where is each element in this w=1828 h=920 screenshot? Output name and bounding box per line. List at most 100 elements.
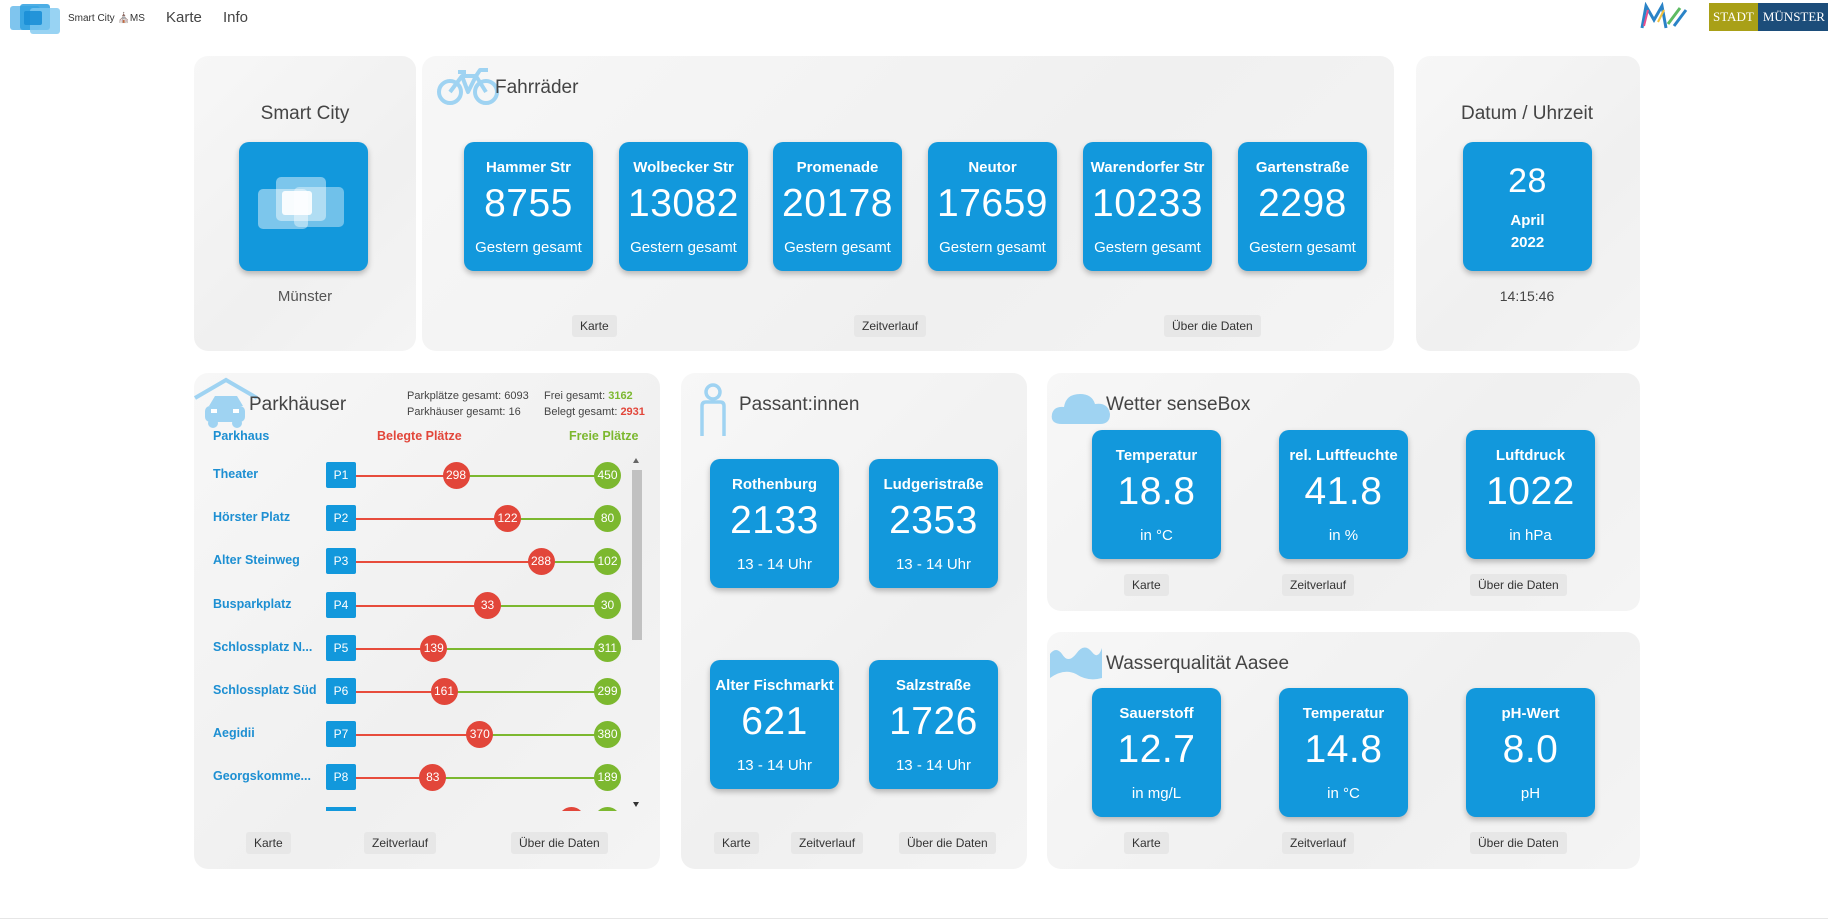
parking-houses-label: Parkhäuser gesamt: bbox=[407, 406, 506, 418]
parking-map-button[interactable]: Karte bbox=[246, 832, 291, 854]
parking-occupied-count: 83 bbox=[419, 764, 447, 792]
parking-name-link[interactable]: Busparkplatz bbox=[213, 596, 292, 611]
parking-name-link[interactable]: Alter Steinweg bbox=[213, 553, 300, 568]
nav-link-karte[interactable]: Karte bbox=[166, 9, 202, 26]
parking-badge: P6 bbox=[326, 678, 356, 704]
parking-free-bar bbox=[479, 734, 606, 737]
parking-name-link[interactable]: Aegidii bbox=[213, 726, 255, 741]
water-wave-icon bbox=[1048, 640, 1104, 682]
weather-timeline-button[interactable]: Zeitverlauf bbox=[1282, 574, 1355, 596]
parking-total-spaces: Parkplätze gesamt: 6093 bbox=[407, 390, 529, 402]
pedestrians-timeline-button[interactable]: Zeitverlauf bbox=[791, 832, 864, 854]
weather-sensor-tile[interactable]: rel. Luftfeuchte 41.8 in % bbox=[1279, 430, 1408, 559]
bicycles-about-data-button[interactable]: Über die Daten bbox=[1164, 315, 1261, 337]
bicycle-counter-tile[interactable]: Neutor 17659 Gestern gesamt bbox=[928, 142, 1057, 271]
weather-sensor-tile[interactable]: Luftdruck 1022 in hPa bbox=[1466, 430, 1595, 559]
parking-badge: P5 bbox=[326, 634, 356, 661]
parking-occupied-bar bbox=[356, 734, 480, 737]
parking-badge: P8 bbox=[326, 764, 356, 791]
bicycle-counter-unit: Gestern gesamt bbox=[939, 239, 1046, 256]
bicycle-counter-tile[interactable]: Wolbecker Str 13082 Gestern gesamt bbox=[619, 142, 748, 271]
smart-city-logo-icon[interactable] bbox=[8, 2, 62, 36]
parking-occupied-count: 288 bbox=[527, 548, 555, 576]
parking-free-count: 299 bbox=[594, 678, 621, 705]
parking-free-bar bbox=[455, 475, 606, 477]
cloud-icon bbox=[1050, 384, 1112, 428]
pedestrian-counter-value: 2133 bbox=[730, 499, 819, 542]
parking-occupied-count: 122 bbox=[494, 505, 521, 533]
bicycle-counter-value: 17659 bbox=[937, 182, 1048, 225]
bicycle-counter-tile[interactable]: Promenade 20178 Gestern gesamt bbox=[773, 142, 902, 271]
parking-occupied-label: Belegt gesamt: bbox=[544, 406, 618, 418]
bicycle-counter-unit: Gestern gesamt bbox=[475, 239, 582, 256]
parking-free-count: 80 bbox=[594, 505, 621, 533]
parking-occupied-count: 370 bbox=[466, 721, 494, 749]
parking-occupied-count: 298 bbox=[442, 462, 470, 489]
bicycle-counter-value: 10233 bbox=[1092, 182, 1203, 225]
parking-column-free: Freie Plätze bbox=[569, 429, 639, 443]
parking-name-link[interactable]: Schlossplatz Süd bbox=[213, 683, 317, 697]
bicycles-map-button[interactable]: Karte bbox=[572, 315, 617, 337]
weather-sensor-tile[interactable]: Temperatur 18.8 in °C bbox=[1092, 430, 1221, 559]
bicycle-counter-tile[interactable]: Hammer Str 8755 Gestern gesamt bbox=[464, 142, 593, 271]
bicycle-counter-label: Warendorfer Str bbox=[1090, 159, 1205, 176]
smart-city-logo-tile[interactable] bbox=[239, 142, 368, 271]
bicycle-counter-unit: Gestern gesamt bbox=[784, 239, 891, 256]
scroll-down-arrow-icon[interactable] bbox=[633, 802, 639, 807]
smart-city-location: Münster bbox=[277, 288, 333, 305]
parking-free-total: Frei gesamt: 3162 bbox=[544, 390, 633, 402]
pedestrians-map-button[interactable]: Karte bbox=[714, 832, 759, 854]
pedestrian-counter-tile[interactable]: Ludgeristraße 2353 13 - 14 Uhr bbox=[869, 459, 998, 588]
clock-time: 14:15:46 bbox=[1499, 288, 1555, 304]
water-sensor-unit: in °C bbox=[1327, 785, 1360, 802]
water-sensor-tile[interactable]: Temperatur 14.8 in °C bbox=[1279, 688, 1408, 817]
logo-text[interactable]: Smart City ⛪MS bbox=[68, 13, 145, 24]
water-sensor-tile[interactable]: Sauerstoff 12.7 in mg/L bbox=[1092, 688, 1221, 817]
parking-free-count: 189 bbox=[594, 764, 621, 792]
scroll-up-arrow-icon[interactable] bbox=[633, 458, 639, 463]
parking-badge: P3 bbox=[326, 548, 356, 575]
pedestrian-counter-tile[interactable]: Salzstraße 1726 13 - 14 Uhr bbox=[869, 660, 998, 789]
bicycle-counter-unit: Gestern gesamt bbox=[1249, 239, 1356, 256]
water-title: Wasserqualität Aasee bbox=[1106, 653, 1290, 674]
pedestrian-counter-tile[interactable]: Alter Fischmarkt 621 13 - 14 Uhr bbox=[710, 660, 839, 789]
pedestrians-about-data-button[interactable]: Über die Daten bbox=[899, 832, 996, 854]
parking-name-link[interactable]: Hörster Platz bbox=[213, 510, 291, 525]
pedestrians-title: Passant:innen bbox=[739, 394, 860, 415]
parking-free-count: 311 bbox=[594, 634, 621, 662]
scrollbar-thumb[interactable] bbox=[632, 470, 642, 640]
weather-title: Wetter senseBox bbox=[1106, 394, 1251, 415]
parking-timeline-button[interactable]: Zeitverlauf bbox=[364, 832, 437, 854]
bicycle-counter-unit: Gestern gesamt bbox=[1094, 239, 1201, 256]
top-navigation-bar: Smart City ⛪MS Karte Info STADT MÜNSTER bbox=[0, 0, 1828, 36]
nav-link-info[interactable]: Info bbox=[223, 9, 249, 26]
smart-city-title: Smart City bbox=[260, 103, 350, 124]
water-sensor-value: 8.0 bbox=[1502, 728, 1559, 771]
pedestrian-counter-unit: 13 - 14 Uhr bbox=[895, 757, 972, 774]
pedestrian-counter-tile[interactable]: Rothenburg 2133 13 - 14 Uhr bbox=[710, 459, 839, 588]
water-sensor-tile[interactable]: pH-Wert 8.0 pH bbox=[1466, 688, 1595, 817]
muenster-m-logo-icon bbox=[1640, 1, 1688, 30]
water-sensor-unit: pH bbox=[1520, 785, 1541, 802]
parking-name-link[interactable]: Georgskomme... bbox=[213, 769, 311, 784]
bicycle-counter-label: Promenade bbox=[796, 159, 879, 176]
stadt-logo-left: STADT bbox=[1709, 3, 1758, 31]
water-timeline-button[interactable]: Zeitverlauf bbox=[1282, 832, 1355, 854]
parking-badge: P4 bbox=[326, 591, 356, 618]
parking-name-link[interactable]: Schlossplatz N... bbox=[213, 639, 313, 654]
date-tile: 28 April 2022 bbox=[1463, 142, 1592, 271]
water-about-data-button[interactable]: Über die Daten bbox=[1470, 832, 1567, 854]
parking-scrollbar[interactable] bbox=[631, 456, 643, 810]
water-map-button[interactable]: Karte bbox=[1124, 832, 1169, 854]
date-year: 2022 bbox=[1510, 234, 1545, 251]
bicycle-counter-tile[interactable]: Warendorfer Str 10233 Gestern gesamt bbox=[1083, 142, 1212, 271]
parking-name-link[interactable]: Theater bbox=[213, 467, 259, 481]
weather-about-data-button[interactable]: Über die Daten bbox=[1470, 574, 1567, 596]
weather-map-button[interactable]: Karte bbox=[1124, 574, 1169, 596]
parking-title: Parkhäuser bbox=[249, 394, 347, 415]
bicycles-timeline-button[interactable]: Zeitverlauf bbox=[854, 315, 927, 337]
bicycle-counter-tile[interactable]: Gartenstraße 2298 Gestern gesamt bbox=[1238, 142, 1367, 271]
weather-sensor-unit: in hPa bbox=[1509, 527, 1552, 544]
parking-total-houses: Parkhäuser gesamt: 16 bbox=[407, 406, 521, 418]
parking-about-data-button[interactable]: Über die Daten bbox=[511, 832, 608, 854]
